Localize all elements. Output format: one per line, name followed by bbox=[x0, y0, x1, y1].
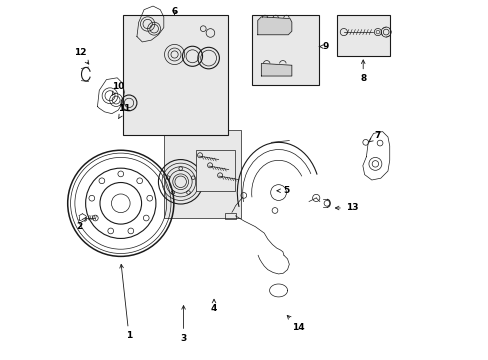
Polygon shape bbox=[257, 17, 291, 35]
Bar bbox=[196, 149, 234, 191]
Text: 12: 12 bbox=[74, 48, 89, 64]
Text: 11: 11 bbox=[118, 104, 130, 119]
Text: 2: 2 bbox=[76, 217, 86, 231]
Text: 8: 8 bbox=[359, 60, 366, 84]
Text: 6: 6 bbox=[171, 7, 177, 16]
Text: 3: 3 bbox=[180, 306, 186, 343]
Text: 7: 7 bbox=[368, 131, 380, 142]
Bar bbox=[224, 213, 235, 220]
Text: 9: 9 bbox=[319, 42, 328, 51]
Bar bbox=[252, 15, 318, 85]
Text: 10: 10 bbox=[112, 82, 124, 96]
Text: 5: 5 bbox=[276, 186, 289, 195]
Text: 13: 13 bbox=[335, 203, 358, 212]
Bar bbox=[163, 130, 241, 218]
Text: 4: 4 bbox=[210, 299, 217, 313]
Bar bbox=[336, 15, 389, 56]
Text: 1: 1 bbox=[120, 264, 132, 341]
Text: 14: 14 bbox=[286, 315, 304, 332]
Bar bbox=[122, 15, 228, 135]
Polygon shape bbox=[261, 63, 291, 76]
